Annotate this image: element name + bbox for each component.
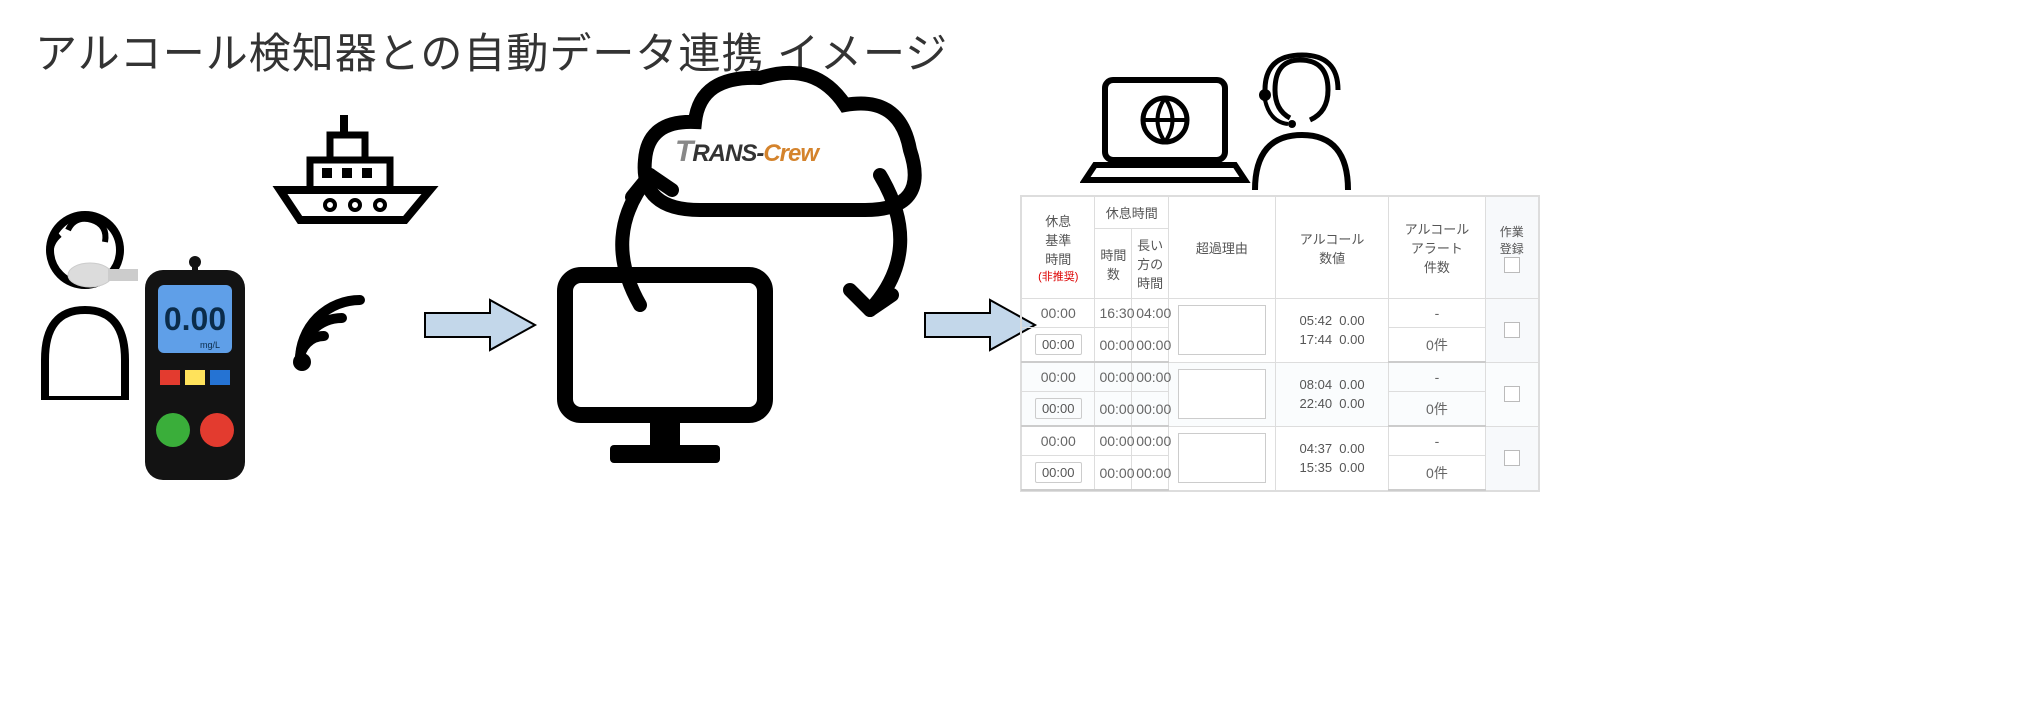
- cell-alert-count: 0件: [1389, 456, 1485, 491]
- cell-base: 00:00: [1022, 299, 1095, 328]
- cell-longest: 00:00: [1132, 362, 1169, 392]
- cell-alert-count: 0件: [1389, 328, 1485, 363]
- cell-hours-2: 00:00: [1095, 328, 1132, 363]
- data-table: 休息 基準 時間 (非推奨) 休息時間 超過理由 アルコール 数値 アルコール …: [1020, 195, 1540, 492]
- header-hours: 時間数: [1095, 229, 1132, 299]
- reason-input[interactable]: [1178, 433, 1266, 483]
- wifi-icon: [280, 280, 380, 380]
- cell-hours: 00:00: [1095, 426, 1132, 456]
- time-input[interactable]: 00:00: [1035, 398, 1082, 419]
- cell-longest-2: 00:00: [1132, 392, 1169, 427]
- ship-icon: [270, 110, 440, 230]
- cell-base-input: 00:00: [1022, 456, 1095, 491]
- arrow-forward-icon: [420, 295, 540, 355]
- cell-base: 00:00: [1022, 362, 1095, 392]
- reason-input[interactable]: [1178, 369, 1266, 419]
- cell-hours-2: 00:00: [1095, 456, 1132, 491]
- header-work-reg: 作業 登録: [1485, 197, 1538, 299]
- cell-base-input: 00:00: [1022, 328, 1095, 363]
- breathalyzer-icon: 0.00 mg/L: [140, 250, 250, 490]
- sync-arrows-icon: [580, 105, 940, 375]
- checkbox-all[interactable]: [1504, 257, 1520, 273]
- header-alcohol-alert: アルコール アラート 件数: [1389, 197, 1485, 299]
- cell-base: 00:00: [1022, 426, 1095, 456]
- cell-alert-dash: -: [1389, 362, 1485, 392]
- cell-hours: 00:00: [1095, 362, 1132, 392]
- operator-icon: [1080, 50, 1380, 210]
- cell-longest-2: 00:00: [1132, 328, 1169, 363]
- row-checkbox[interactable]: [1504, 322, 1520, 338]
- header-excess-reason: 超過理由: [1168, 197, 1275, 299]
- cell-alcohol: 05:42 0.0017:44 0.00: [1275, 299, 1389, 363]
- cell-longest: 00:00: [1132, 426, 1169, 456]
- row-checkbox[interactable]: [1504, 450, 1520, 466]
- cell-reason: [1168, 362, 1275, 426]
- header-rest-time: 休息時間: [1095, 197, 1168, 229]
- cell-hours-2: 00:00: [1095, 392, 1132, 427]
- cell-longest-2: 00:00: [1132, 456, 1169, 491]
- cell-reason: [1168, 426, 1275, 490]
- breathalyzer-display: 0.00: [164, 301, 226, 337]
- cell-alert-count: 0件: [1389, 392, 1485, 427]
- cell-longest: 04:00: [1132, 299, 1169, 328]
- person-icon: [30, 200, 140, 400]
- time-input[interactable]: 00:00: [1035, 462, 1082, 483]
- breathalyzer-unit: mg/L: [200, 340, 220, 350]
- header-longest: 長い方の 時間: [1132, 229, 1169, 299]
- cell-checkbox: [1485, 362, 1538, 426]
- cell-base-input: 00:00: [1022, 392, 1095, 427]
- cell-alcohol: 04:37 0.0015:35 0.00: [1275, 426, 1389, 490]
- header-rest-base-time: 休息 基準 時間 (非推奨): [1022, 197, 1095, 299]
- diagram-container: 0.00 mg/L: [20, 80, 1020, 500]
- cell-hours: 16:30: [1095, 299, 1132, 328]
- cell-alert-dash: -: [1389, 299, 1485, 328]
- header-alcohol-value: アルコール 数値: [1275, 197, 1389, 299]
- cell-alert-dash: -: [1389, 426, 1485, 456]
- cell-alcohol: 08:04 0.0022:40 0.00: [1275, 362, 1389, 426]
- cell-checkbox: [1485, 426, 1538, 490]
- cell-reason: [1168, 299, 1275, 363]
- time-input[interactable]: 00:00: [1035, 334, 1082, 355]
- row-checkbox[interactable]: [1504, 386, 1520, 402]
- cell-checkbox: [1485, 299, 1538, 363]
- reason-input[interactable]: [1178, 305, 1266, 355]
